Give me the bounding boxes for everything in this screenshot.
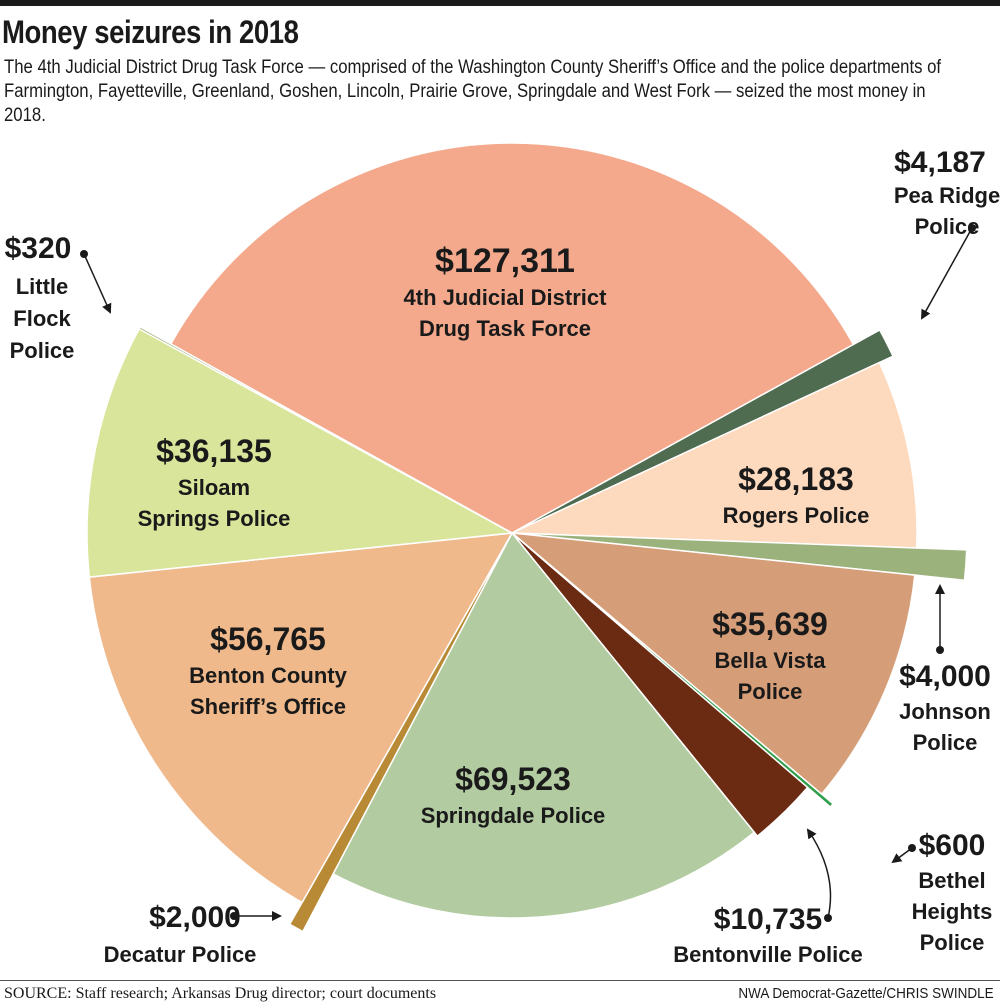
pie-slice-little-flock-police (138, 326, 513, 534)
leader-dot-johnson-police (936, 646, 944, 654)
pie-slice-pea-ridge-police (511, 329, 894, 534)
leader-dot-decatur-police (230, 912, 238, 920)
chart-title: Money seizures in 2018 (2, 14, 299, 50)
leader-dot-little-flock-police (80, 250, 88, 258)
category-label-johnson-police: Johnson (899, 699, 991, 724)
pie-slice-4th-judicial-district-drug-task-force (170, 142, 855, 534)
pie-slice-siloam-springs-police (86, 328, 513, 578)
category-label-benton-county-sheriff-s-office: Benton County (189, 663, 347, 688)
category-label-4th-judicial-district-drug-task-force: Drug Task Force (419, 316, 591, 341)
value-label-rogers-police: $28,183 (738, 461, 854, 497)
value-label-bentonville-police: $10,735 (714, 903, 822, 936)
value-label-4th-judicial-district-drug-task-force: $127,311 (435, 242, 575, 280)
pie-slices (86, 142, 968, 933)
leader-dot-bentonville-police (824, 914, 832, 922)
chart-subtitle: The 4th Judicial District Drug Task Forc… (4, 57, 942, 126)
category-label-siloam-springs-police: Siloam (178, 475, 250, 500)
value-label-little-flock-police: $320 (5, 232, 72, 265)
category-label-decatur-police: Decatur Police (104, 942, 257, 967)
pie-slice-benton-county-sheriff-s-office (88, 532, 513, 904)
category-label-little-flock-police: Police (10, 338, 75, 363)
value-label-pea-ridge-police: $4,187 (894, 146, 986, 179)
category-label-pea-ridge-police: Pea Ridge (894, 183, 1000, 208)
category-label-bella-vista-police: Bella Vista (715, 648, 827, 673)
category-label-bethel-heights-police: Bethel (918, 868, 985, 893)
category-label-little-flock-police: Flock (13, 306, 71, 331)
value-label-bethel-heights-police: $600 (919, 829, 986, 862)
value-label-johnson-police: $4,000 (899, 660, 991, 693)
category-label-benton-county-sheriff-s-office: Sheriff’s Office (190, 694, 346, 719)
category-label-bella-vista-police: Police (738, 679, 803, 704)
leader-line-bentonville-police (806, 828, 832, 919)
category-label-little-flock-police: Little (16, 274, 69, 299)
category-label-siloam-springs-police: Springs Police (138, 506, 291, 531)
bottom-rule (0, 980, 1000, 981)
category-label-springdale-police: Springdale Police (421, 803, 606, 828)
leader-line-pea-ridge-police (921, 227, 973, 320)
leader-dot-bethel-heights-police (908, 844, 916, 852)
pie-slice-decatur-police (288, 532, 513, 933)
category-label-4th-judicial-district-drug-task-force: 4th Judicial District (404, 285, 608, 310)
value-label-decatur-police: $2,000 (149, 901, 241, 934)
category-label-pea-ridge-police: Police (915, 214, 980, 239)
pie-slice-bentonville-police (511, 532, 809, 837)
pie-slice-bella-vista-police (511, 532, 916, 795)
pie-slice-springdale-police (332, 532, 755, 919)
pie-slice-rogers-police (511, 361, 918, 549)
category-label-johnson-police: Police (913, 730, 978, 755)
credit-line: NWA Democrat-Gazette/CHRIS SWINDLE (738, 985, 994, 1002)
source-note: SOURCE: Staff research; Arkansas Drug di… (4, 985, 437, 1002)
value-label-siloam-springs-police: $36,135 (156, 433, 272, 469)
leader-lines (80, 224, 976, 922)
leader-dot-pea-ridge-police (968, 224, 976, 232)
value-label-benton-county-sheriff-s-office: $56,765 (210, 621, 326, 657)
value-label-bella-vista-police: $35,639 (712, 606, 828, 642)
category-label-bethel-heights-police: Police (920, 930, 985, 955)
top-rule (0, 0, 1000, 6)
category-label-bethel-heights-police: Heights (912, 899, 993, 924)
category-label-bentonville-police: Bentonville Police (673, 942, 863, 967)
category-label-rogers-police: Rogers Police (723, 503, 870, 528)
value-label-springdale-police: $69,523 (455, 761, 571, 797)
leader-line-little-flock-police (83, 253, 112, 314)
slice-labels: $127,311 4th Judicial District Drug Task F… (5, 146, 1000, 967)
